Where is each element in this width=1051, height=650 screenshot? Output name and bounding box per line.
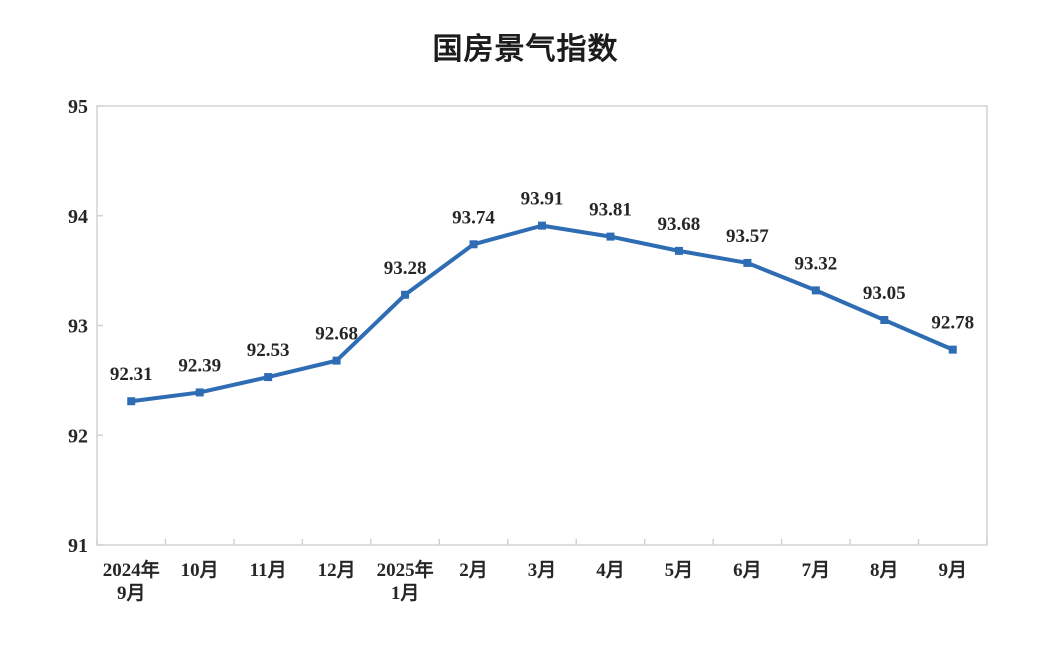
data-point-label: 92.39	[178, 355, 221, 376]
x-axis-tick-label: 1月	[391, 583, 420, 604]
x-axis-tick-label: 6月	[733, 560, 762, 581]
x-axis-tick-label: 11月	[250, 560, 287, 581]
data-point-marker	[606, 232, 615, 241]
x-axis-tick-label: 2月	[459, 560, 488, 581]
chart-title: 国房景气指数	[432, 33, 619, 66]
data-point-label: 92.68	[315, 324, 358, 345]
data-point-marker	[743, 258, 752, 267]
plot-border	[96, 105, 988, 546]
data-point-marker	[401, 290, 410, 299]
x-axis-tick-label: 9月	[117, 583, 146, 604]
data-point-label: 93.32	[794, 253, 837, 274]
data-point-label: 92.31	[110, 364, 153, 385]
data-point-label: 93.05	[863, 283, 906, 304]
y-axis-tick-label: 93	[68, 316, 88, 338]
data-point-marker	[880, 316, 889, 325]
data-point-label: 93.28	[384, 258, 427, 279]
x-axis-tick-label: 2024年	[103, 558, 160, 581]
data-point-marker	[674, 246, 683, 255]
data-point-marker	[127, 397, 136, 406]
data-point-label: 93.91	[521, 189, 564, 210]
data-point-marker	[264, 373, 273, 382]
x-axis-tick-label: 5月	[665, 560, 694, 581]
x-axis-tick-label: 8月	[870, 560, 899, 581]
data-point-marker	[538, 221, 546, 230]
data-point-label: 92.78	[931, 313, 974, 334]
data-point-label: 93.74	[452, 207, 495, 228]
x-axis-tick-label: 2025年	[377, 558, 434, 581]
y-axis-tick-label: 92	[68, 425, 88, 447]
x-axis-tick-label: 4月	[596, 560, 625, 581]
data-point-marker	[195, 388, 204, 397]
data-point-marker	[469, 240, 478, 249]
x-axis-tick-label: 7月	[802, 560, 831, 581]
data-point-label: 92.53	[247, 340, 290, 361]
x-axis-tick-label: 9月	[939, 560, 968, 581]
x-axis-tick-label: 12月	[318, 560, 356, 581]
x-axis-tick-label: 3月	[528, 560, 557, 581]
y-axis-tick-label: 91	[68, 535, 88, 557]
data-point-label: 93.81	[589, 200, 632, 221]
x-axis-tick-label: 10月	[181, 560, 219, 581]
data-point-label: 93.68	[658, 214, 701, 235]
data-point-marker	[332, 356, 341, 365]
data-point-marker	[811, 286, 820, 295]
data-line	[129, 223, 955, 404]
y-axis-tick-label: 95	[68, 96, 88, 118]
data-point-marker	[948, 345, 957, 354]
y-axis-tick-label: 94	[68, 206, 88, 228]
data-point-label: 93.57	[726, 226, 769, 247]
